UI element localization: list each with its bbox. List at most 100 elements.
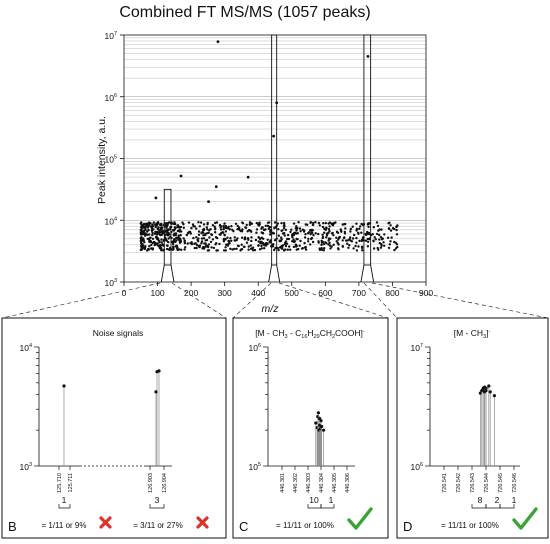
data-point xyxy=(189,232,192,235)
data-point xyxy=(357,245,360,248)
panel-c-result: = 11/11 or 100% xyxy=(276,521,334,530)
data-point xyxy=(332,234,335,237)
x-tick-label: 900 xyxy=(419,288,433,298)
data-point xyxy=(290,228,293,231)
panel-y-tick-label: 106 xyxy=(410,462,423,472)
panel-b-result-right: = 3/11 or 27% xyxy=(133,521,182,530)
data-point xyxy=(172,245,175,248)
data-point xyxy=(182,237,185,240)
data-point xyxy=(391,227,395,230)
data-point xyxy=(269,239,272,242)
data-point xyxy=(281,244,285,247)
data-point xyxy=(180,248,183,251)
panel-x-tick-label: 446.301 xyxy=(280,473,286,493)
data-point xyxy=(230,239,233,242)
data-point xyxy=(198,225,201,228)
data-point xyxy=(366,240,370,243)
data-point xyxy=(280,247,284,250)
data-point xyxy=(148,245,151,248)
data-point xyxy=(355,241,358,244)
data-point xyxy=(162,244,165,247)
data-point xyxy=(312,234,315,237)
data-point xyxy=(267,225,270,228)
panel-d-title: [M - CH3]- xyxy=(454,328,491,340)
x-tick-label: 300 xyxy=(218,288,232,298)
data-point xyxy=(197,245,201,248)
data-point xyxy=(261,226,264,229)
data-point xyxy=(139,228,143,232)
data-point xyxy=(324,241,327,244)
data-point xyxy=(340,230,343,233)
data-point xyxy=(337,238,340,241)
data-point xyxy=(314,232,317,235)
data-point xyxy=(380,228,383,231)
data-point xyxy=(173,228,176,231)
data-point xyxy=(216,249,219,252)
data-point xyxy=(292,238,295,241)
x-tick-label: 200 xyxy=(184,288,198,298)
data-point xyxy=(186,242,189,245)
y-tick-label: 104 xyxy=(104,216,117,226)
data-point xyxy=(259,237,262,241)
data-point xyxy=(182,226,185,229)
data-point xyxy=(362,236,365,239)
data-point xyxy=(292,245,296,249)
data-point xyxy=(207,249,211,252)
panel-x-tick-label: 126.903 xyxy=(148,473,154,493)
peak-point xyxy=(62,384,66,388)
data-point xyxy=(151,233,154,237)
data-point xyxy=(192,225,195,228)
data-point xyxy=(349,239,352,242)
data-point xyxy=(152,221,156,224)
x-axis-label: m/z xyxy=(262,303,280,315)
data-point xyxy=(225,226,229,230)
data-point xyxy=(260,236,264,239)
data-point xyxy=(149,239,152,243)
data-point xyxy=(343,232,347,235)
data-point xyxy=(164,238,167,242)
data-point xyxy=(269,245,273,248)
data-point xyxy=(395,233,399,236)
data-point xyxy=(248,229,251,232)
data-point xyxy=(206,221,209,225)
data-point xyxy=(347,246,350,249)
data-point xyxy=(202,223,206,226)
data-point xyxy=(286,248,289,251)
data-point xyxy=(280,222,283,225)
data-point xyxy=(170,236,173,240)
panel-x-tick-label: 726.546 xyxy=(512,473,518,493)
data-point xyxy=(341,245,344,248)
data-point xyxy=(273,221,277,224)
data-point xyxy=(349,236,352,239)
data-point xyxy=(213,228,217,231)
panel-c-letter: C xyxy=(239,519,248,534)
data-point xyxy=(163,222,166,225)
data-point xyxy=(140,236,143,239)
data-point xyxy=(208,236,211,239)
data-point xyxy=(369,234,373,237)
data-point xyxy=(215,242,218,245)
data-point xyxy=(228,228,231,231)
data-point xyxy=(207,231,210,234)
data-point xyxy=(160,238,163,241)
data-point xyxy=(216,40,220,44)
data-point xyxy=(300,247,304,250)
panel-b-letter: B xyxy=(8,519,17,534)
data-point xyxy=(264,244,268,247)
data-point xyxy=(266,238,269,241)
data-point xyxy=(211,224,215,227)
panel-b-frame xyxy=(1,317,227,539)
data-point xyxy=(311,231,314,235)
data-point xyxy=(327,239,330,242)
data-point xyxy=(173,222,177,226)
data-point xyxy=(179,174,183,178)
data-point xyxy=(387,227,391,231)
data-point xyxy=(147,248,151,251)
y-axis-ticks: 103 104 105 106 107 xyxy=(104,31,124,288)
data-point xyxy=(170,225,173,229)
panel-d-result: = 11/11 or 100% xyxy=(441,521,499,530)
data-point xyxy=(150,243,153,247)
data-point xyxy=(167,241,170,244)
data-point xyxy=(235,247,238,250)
data-point xyxy=(147,228,150,232)
